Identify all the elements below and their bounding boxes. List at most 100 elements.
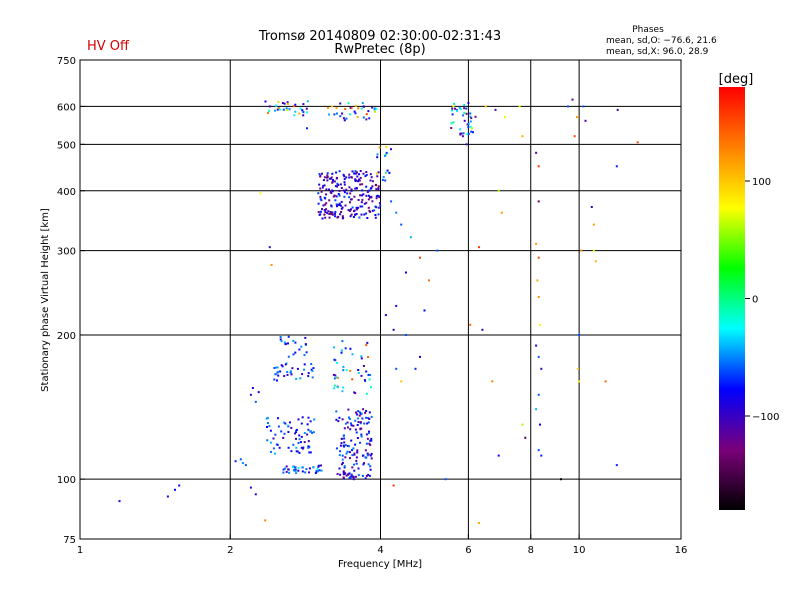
data-point [345, 117, 348, 120]
data-point [374, 216, 377, 219]
data-point [365, 113, 368, 116]
data-point [293, 114, 296, 117]
y-tick-label: 75 [63, 535, 76, 546]
data-point [342, 173, 345, 176]
data-point [363, 202, 366, 205]
data-point [472, 131, 474, 134]
data-point [316, 467, 319, 470]
data-point [343, 441, 346, 444]
data-point [365, 201, 368, 204]
data-point [537, 165, 540, 168]
data-point [375, 107, 378, 110]
data-point [290, 426, 293, 429]
data-point [278, 446, 281, 449]
phase-legend: Phases mean, sd,O: −76.6, 21.6 mean, sd,… [606, 25, 717, 57]
data-point [356, 413, 359, 416]
data-point [357, 180, 359, 183]
data-point [373, 209, 376, 212]
data-point [361, 205, 364, 208]
data-point [306, 127, 308, 130]
data-point [368, 418, 371, 420]
data-point [283, 102, 286, 105]
data-point [341, 418, 344, 421]
data-point [298, 451, 301, 454]
data-point [348, 472, 351, 475]
data-point [319, 210, 322, 213]
data-point [384, 179, 387, 182]
data-point [336, 216, 339, 219]
data-point [537, 355, 540, 358]
data-point [282, 471, 285, 474]
data-point [537, 393, 540, 396]
data-point [326, 176, 329, 179]
data-point [333, 346, 335, 349]
data-point [463, 104, 466, 107]
plot-area: 1 2 4 6 8 10 16 75 100 200 300 400 500 600 750 [57, 56, 687, 556]
data-point [337, 184, 340, 186]
data-point [277, 370, 280, 373]
data-point [359, 427, 362, 430]
data-point [369, 468, 372, 471]
data-point [299, 107, 302, 110]
data-point [307, 440, 310, 443]
data-point [578, 380, 581, 383]
data-point [305, 468, 308, 471]
data-point [590, 206, 593, 208]
data-point [367, 356, 370, 358]
data-point [340, 211, 343, 213]
data-point [354, 112, 357, 115]
data-point [351, 170, 354, 173]
x-tick-label: 16 [675, 545, 688, 556]
data-point [328, 113, 330, 116]
data-point [322, 204, 325, 207]
data-point [354, 170, 357, 173]
data-point [342, 216, 345, 219]
data-point [339, 204, 342, 207]
data-point [392, 484, 395, 487]
data-point [364, 477, 367, 480]
data-point [338, 204, 341, 206]
data-point [280, 364, 283, 367]
data-point [351, 454, 354, 457]
data-point [427, 279, 430, 282]
data-point [351, 378, 354, 381]
data-point [339, 450, 342, 453]
data-point [331, 211, 334, 214]
data-point [331, 213, 334, 216]
data-point [467, 132, 470, 135]
data-point [353, 453, 356, 456]
data-point [334, 185, 337, 188]
data-point [349, 369, 352, 372]
data-point [311, 370, 314, 372]
data-point [319, 198, 322, 201]
data-point [560, 478, 562, 481]
data-point [288, 108, 291, 111]
data-point [355, 431, 358, 434]
data-point [414, 367, 417, 370]
data-point [365, 194, 368, 197]
x-tick-label: 4 [377, 545, 383, 556]
data-point [334, 199, 337, 202]
data-point [287, 355, 290, 358]
data-point [343, 434, 345, 437]
data-point [467, 122, 470, 125]
data-point [359, 176, 362, 179]
data-point [290, 450, 293, 453]
data-point [284, 363, 287, 366]
data-point [304, 471, 307, 474]
data-point [368, 117, 371, 120]
data-point [370, 437, 373, 440]
data-point [369, 374, 372, 376]
data-point [298, 438, 301, 441]
data-point [342, 476, 345, 479]
data-point [356, 451, 359, 454]
data-point [451, 109, 453, 112]
data-point [349, 209, 351, 212]
y-tick-label: 500 [57, 140, 76, 151]
data-point [294, 466, 297, 469]
data-point [535, 242, 538, 245]
data-point [285, 107, 288, 110]
data-point [521, 135, 524, 138]
data-point [337, 193, 340, 195]
